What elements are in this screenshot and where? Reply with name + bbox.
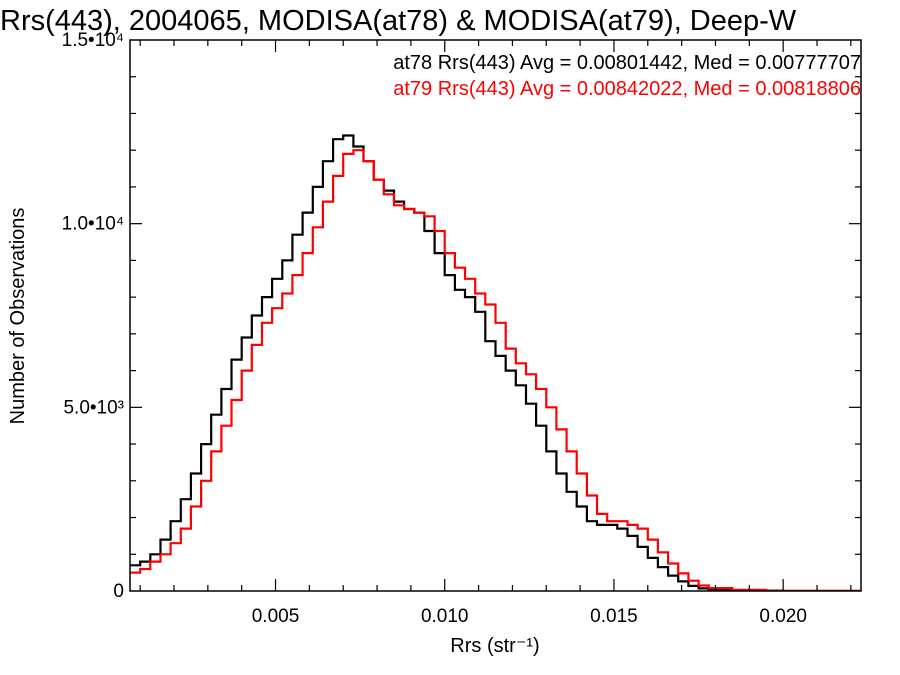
ticks-layer: 0.005 0.010 0.015 0.020 0 5.0•10³ 1.0•10⁴ 1.5•1…	[62, 30, 861, 627]
chart-title: Rrs(443), 2004065, MODISA(at78) & MODISA…	[0, 5, 797, 37]
y-tick-label: 0	[113, 581, 124, 602]
series-line-at78	[130, 134, 861, 591]
y-tick-label: 5.0•10³	[63, 397, 124, 418]
legend: at78 Rrs(443) Avg = 0.00801442, Med = 0.…	[393, 52, 861, 100]
legend-entry-at79: at79 Rrs(443) Avg = 0.00842022, Med = 0.…	[393, 78, 861, 100]
y-tick-label: 1.5•10⁴	[62, 30, 124, 51]
x-tick-label: 0.010	[421, 606, 469, 627]
y-tick-label: 1.0•10⁴	[62, 214, 124, 235]
y-axis-label: Number of Observations	[7, 208, 29, 425]
legend-entry-at78: at78 Rrs(443) Avg = 0.00801442, Med = 0.…	[393, 52, 861, 74]
plot-frame	[129, 39, 862, 592]
series-layer	[130, 134, 861, 591]
x-tick-label: 0.015	[590, 606, 638, 627]
series-line-at79	[130, 149, 861, 591]
x-axis-label: Rrs (str⁻¹)	[450, 635, 539, 657]
x-tick-label: 0.005	[252, 606, 300, 627]
x-tick-label: 0.020	[759, 606, 807, 627]
